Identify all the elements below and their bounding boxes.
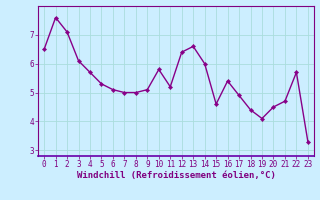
X-axis label: Windchill (Refroidissement éolien,°C): Windchill (Refroidissement éolien,°C) (76, 171, 276, 180)
